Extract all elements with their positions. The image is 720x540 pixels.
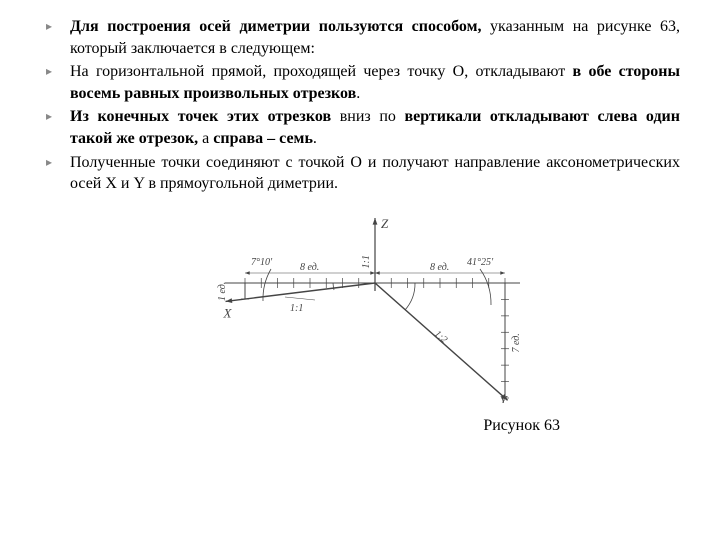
svg-text:8 ед.: 8 ед.: [430, 262, 449, 273]
bullet-item-0: Для построения осей диметрии пользуются …: [40, 16, 680, 59]
svg-text:7°10': 7°10': [251, 257, 273, 268]
bullet-item-1: На горизонтальной прямой, проходящей чер…: [40, 61, 680, 104]
bullet-list: Для построения осей диметрии пользуются …: [40, 16, 680, 195]
svg-text:1:1: 1:1: [290, 303, 303, 314]
svg-text:1:1: 1:1: [361, 255, 372, 268]
dimetry-axes-diagram: ZXY7°10'41°25'8 ед.8 ед.1:11:11 ед.7 ед.…: [190, 213, 530, 403]
bullet-2-run-1: вниз по: [331, 108, 404, 125]
bullet-1-run-0: На горизонтальной прямой, проходящей чер…: [70, 63, 573, 80]
svg-text:1 ед.: 1 ед.: [217, 282, 228, 301]
bullet-2-run-5: .: [313, 130, 317, 147]
svg-text:Z: Z: [381, 216, 389, 231]
figure-wrap: ZXY7°10'41°25'8 ед.8 ед.1:11:11 ед.7 ед.…: [40, 213, 680, 410]
figure-63: ZXY7°10'41°25'8 ед.8 ед.1:11:11 ед.7 ед.…: [190, 213, 530, 410]
bullet-2-run-4: справа – семь: [213, 130, 313, 147]
page: Для построения осей диметрии пользуются …: [0, 0, 720, 447]
bullet-2-run-3: а: [198, 130, 213, 147]
svg-text:8 ед.: 8 ед.: [300, 262, 319, 273]
bullet-3-run-0: Полученные точки соединяют с точкой О и …: [70, 154, 680, 193]
svg-text:7 ед.: 7 ед.: [511, 333, 522, 352]
bullet-1-run-2: .: [356, 85, 360, 102]
svg-text:X: X: [223, 305, 233, 320]
bullet-item-3: Полученные точки соединяют с точкой О и …: [40, 152, 680, 195]
svg-text:1:2: 1:2: [432, 328, 449, 345]
bullet-0-run-0: Для построения осей диметрии пользуются …: [70, 18, 481, 35]
bullet-2-run-0: Из конечных точек этих отрезков: [70, 108, 331, 125]
figure-caption: Рисунок 63: [40, 415, 680, 437]
bullet-item-2: Из конечных точек этих отрезков вниз по …: [40, 106, 680, 149]
svg-text:41°25': 41°25': [467, 257, 494, 268]
